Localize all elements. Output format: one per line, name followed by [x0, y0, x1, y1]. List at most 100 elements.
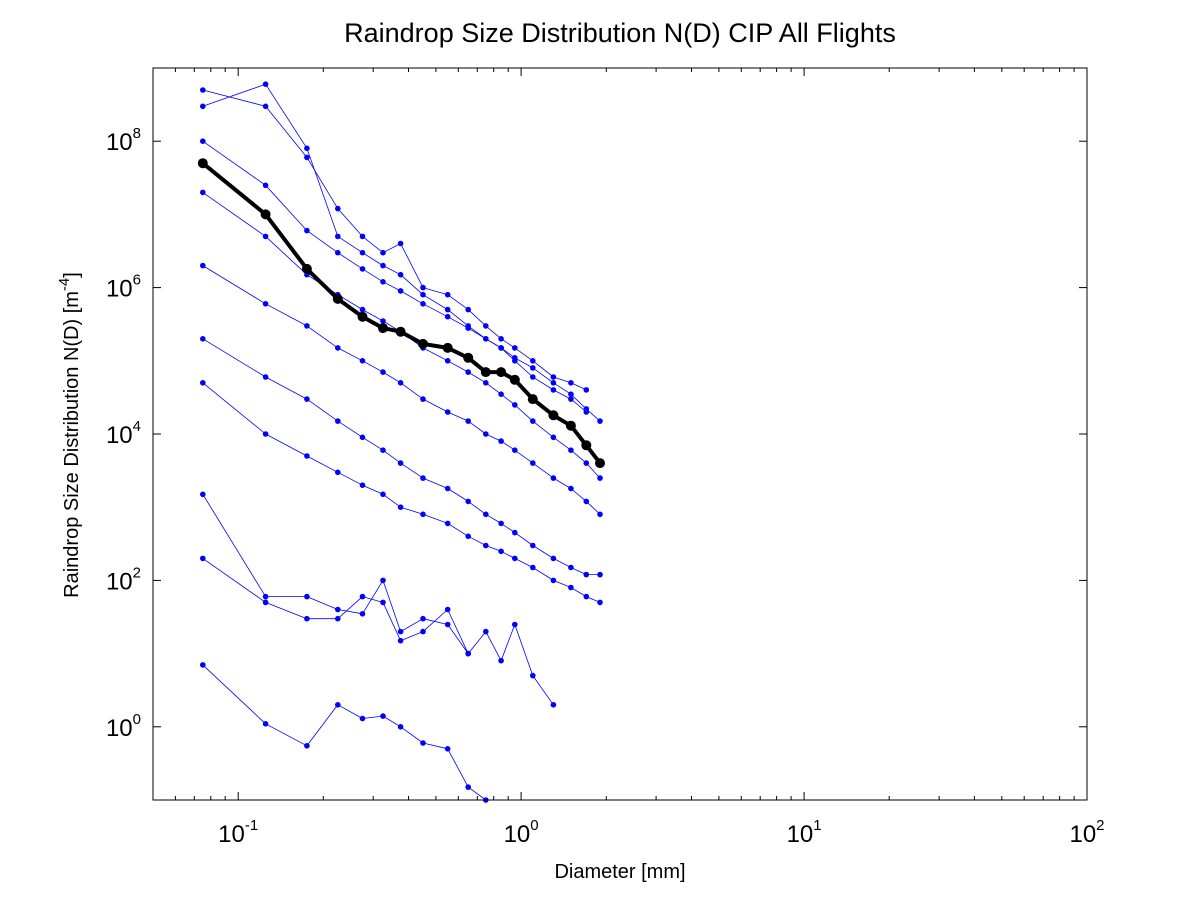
- mean-data-point: [260, 209, 271, 220]
- flight-data-point: [597, 571, 603, 578]
- flight-data-point: [304, 323, 310, 329]
- flight-data-point: [359, 593, 366, 600]
- flight-data-point: [397, 460, 404, 466]
- y-tick-label-exp: 0: [133, 711, 141, 728]
- flight-data-point: [380, 599, 386, 606]
- y-tick-label-exp: 6: [133, 272, 141, 289]
- flight-data-point: [444, 313, 451, 320]
- x-tick-label-base: 10: [787, 821, 814, 848]
- flight-series-line: [202, 664, 487, 801]
- flight-data-point: [304, 593, 310, 600]
- flight-data-point: [483, 431, 489, 437]
- x-tick-label-base: 10: [504, 821, 531, 848]
- flight-data-point: [420, 615, 426, 622]
- flight-data-point: [583, 593, 590, 600]
- flight-data-point: [465, 650, 472, 657]
- flight-data-point: [380, 249, 386, 256]
- flight-data-point: [397, 724, 404, 730]
- flight-data-point: [568, 485, 574, 492]
- flight-data-point: [512, 447, 518, 454]
- y-tick-label: 102: [106, 564, 141, 595]
- flight-data-point: [262, 599, 269, 606]
- flight-data-point: [550, 387, 557, 393]
- flight-data-point: [530, 374, 536, 380]
- flight-data-point: [597, 418, 603, 424]
- y-tick-label-exp: 2: [133, 564, 141, 581]
- y-tick-label: 104: [106, 418, 141, 449]
- flight-data-point: [262, 182, 269, 189]
- flight-series-line: [202, 338, 600, 575]
- y-axis-label-exp: -4: [56, 278, 73, 291]
- mean-data-point: [463, 352, 474, 363]
- flight-data-point: [335, 249, 341, 256]
- flight-data-point: [444, 746, 451, 752]
- flight-data-point: [583, 498, 590, 505]
- flight-data-point: [444, 621, 451, 628]
- y-tick-label-base: 10: [106, 568, 133, 595]
- x-tick-label-exp: -1: [245, 817, 258, 834]
- flight-data-point: [200, 189, 206, 196]
- flight-data-point: [597, 475, 603, 481]
- flight-data-point: [262, 431, 269, 437]
- flight-data-point: [397, 240, 404, 247]
- flight-data-point: [335, 469, 341, 476]
- flight-data-point: [483, 542, 489, 549]
- flight-data-point: [483, 380, 489, 386]
- flight-data-point: [512, 621, 518, 628]
- flight-data-point: [380, 713, 386, 719]
- x-tick-label: 102: [1069, 817, 1104, 848]
- flight-data-point: [444, 358, 451, 364]
- mean-data-point: [332, 293, 343, 304]
- flight-data-point: [359, 482, 366, 489]
- x-tick-label-exp: 2: [1096, 817, 1104, 834]
- flight-data-point: [530, 564, 536, 571]
- flight-data-point: [465, 784, 472, 790]
- mean-data-point: [418, 338, 428, 349]
- flight-data-point: [483, 628, 489, 635]
- flight-data-point: [465, 306, 472, 313]
- flight-data-point: [550, 475, 557, 481]
- flight-data-point: [512, 555, 518, 562]
- flight-data-point: [530, 460, 536, 466]
- mean-data-point: [509, 374, 520, 385]
- y-tick-label: 108: [106, 125, 141, 156]
- plot-layer: [197, 81, 605, 803]
- mean-data-point: [357, 311, 368, 322]
- flight-data-point: [530, 418, 536, 424]
- x-tick-label: 101: [787, 817, 822, 848]
- flight-data-point: [568, 391, 574, 398]
- flight-data-point: [583, 387, 590, 393]
- flight-data-point: [498, 391, 504, 398]
- flight-series-line: [202, 265, 601, 515]
- flight-data-point: [583, 571, 590, 578]
- mean-data-point: [595, 458, 605, 469]
- flight-data-point: [444, 606, 451, 613]
- flight-data-point: [420, 301, 426, 307]
- y-axis-label-text: Raindrop Size Distribution N(D) [m: [61, 291, 83, 598]
- flight-data-point: [465, 369, 472, 375]
- y-tick-label-base: 10: [106, 276, 133, 303]
- flight-data-point: [380, 369, 386, 375]
- flight-data-point: [512, 529, 518, 536]
- flight-data-point: [262, 374, 269, 380]
- y-tick-label-exp: 4: [133, 418, 141, 435]
- mean-series-line: [201, 161, 602, 465]
- flight-data-point: [380, 279, 386, 285]
- flight-data-point: [304, 453, 310, 459]
- flight-data-point: [335, 205, 341, 212]
- plot-frame: [152, 67, 1088, 801]
- flight-series-line: [202, 83, 587, 413]
- flight-data-point: [420, 475, 426, 481]
- flight-data-point: [530, 365, 536, 371]
- mean-data-point: [395, 326, 406, 337]
- flight-data-point: [420, 740, 426, 746]
- flight-data-point: [335, 702, 341, 708]
- flight-data-point: [335, 615, 341, 622]
- flight-data-point: [465, 498, 472, 505]
- mean-data-point: [496, 367, 507, 378]
- flight-data-point: [262, 721, 269, 727]
- y-tick-label: 100: [106, 711, 141, 742]
- y-tick-label-base: 10: [106, 715, 133, 742]
